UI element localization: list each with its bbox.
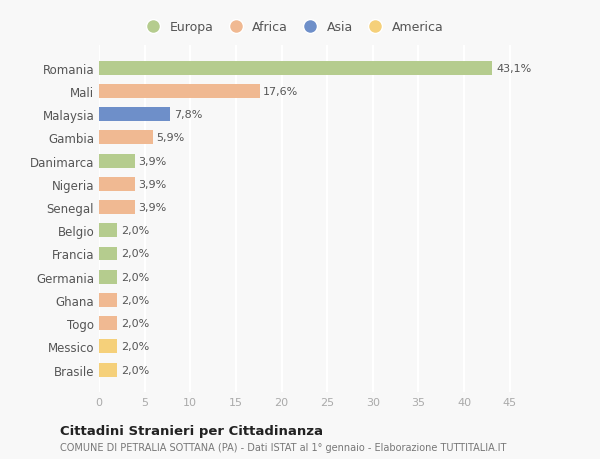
Bar: [99, 293, 117, 307]
Text: 2,0%: 2,0%: [121, 365, 149, 375]
Bar: [99, 85, 260, 99]
Bar: [99, 340, 117, 353]
Text: 2,0%: 2,0%: [121, 272, 149, 282]
Text: 17,6%: 17,6%: [263, 87, 299, 97]
Text: 5,9%: 5,9%: [157, 133, 185, 143]
Bar: [99, 270, 117, 284]
Bar: [99, 363, 117, 377]
Text: 2,0%: 2,0%: [121, 295, 149, 305]
Text: 7,8%: 7,8%: [174, 110, 202, 120]
Text: 3,9%: 3,9%: [138, 202, 166, 213]
Bar: [99, 178, 134, 191]
Bar: [99, 201, 134, 214]
Text: COMUNE DI PETRALIA SOTTANA (PA) - Dati ISTAT al 1° gennaio - Elaborazione TUTTIT: COMUNE DI PETRALIA SOTTANA (PA) - Dati I…: [60, 442, 506, 452]
Bar: [99, 62, 493, 76]
Legend: Europa, Africa, Asia, America: Europa, Africa, Asia, America: [140, 21, 443, 34]
Bar: [99, 108, 170, 122]
Text: Cittadini Stranieri per Cittadinanza: Cittadini Stranieri per Cittadinanza: [60, 425, 323, 437]
Text: 2,0%: 2,0%: [121, 226, 149, 236]
Bar: [99, 247, 117, 261]
Bar: [99, 224, 117, 238]
Text: 3,9%: 3,9%: [138, 179, 166, 190]
Bar: [99, 316, 117, 330]
Text: 2,0%: 2,0%: [121, 249, 149, 259]
Text: 2,0%: 2,0%: [121, 319, 149, 328]
Bar: [99, 131, 153, 145]
Text: 3,9%: 3,9%: [138, 156, 166, 166]
Text: 43,1%: 43,1%: [496, 64, 532, 73]
Text: 2,0%: 2,0%: [121, 341, 149, 352]
Bar: [99, 154, 134, 168]
